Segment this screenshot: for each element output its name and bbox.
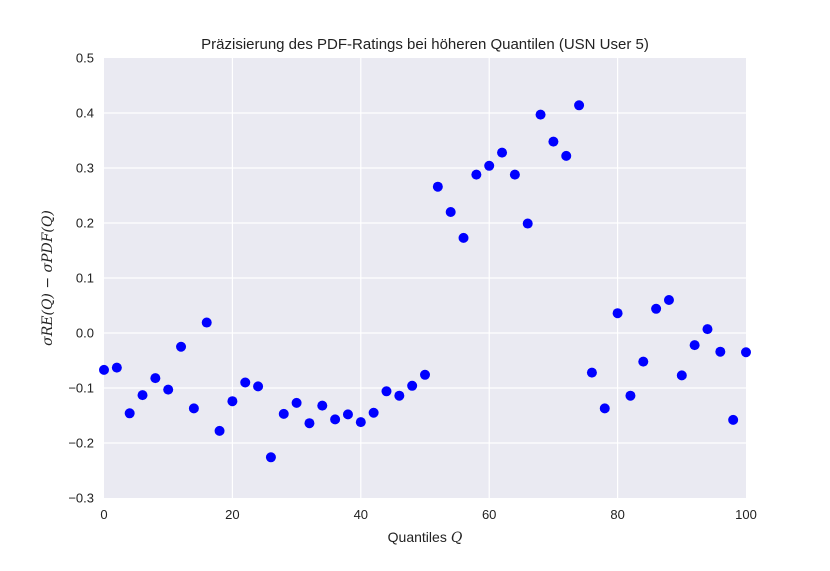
data-point — [663, 295, 674, 305]
y-axis-ticks: −0.3 −0.2 −0.1 0.0 0.1 0.2 0.3 0.4 0.5 — [68, 51, 94, 506]
y-tick-label: 0.4 — [76, 106, 94, 121]
data-point — [317, 400, 328, 411]
y-tick-label: 0.5 — [76, 51, 94, 66]
data-point — [625, 390, 636, 401]
data-point — [651, 303, 662, 314]
data-point — [214, 425, 225, 436]
data-point — [304, 418, 315, 429]
data-point — [176, 341, 187, 352]
x-tick-label: 60 — [482, 507, 496, 522]
data-point — [330, 414, 341, 425]
data-point — [715, 346, 726, 357]
data-point — [638, 356, 649, 367]
data-point — [368, 407, 379, 418]
x-axis-label-text: Quantiles — [388, 529, 447, 545]
y-tick-label: 0.3 — [76, 161, 94, 176]
data-point — [574, 100, 585, 111]
x-tick-label: 0 — [100, 507, 107, 522]
y-tick-label: 0.2 — [76, 216, 94, 231]
data-point — [548, 136, 559, 147]
data-point — [265, 452, 276, 463]
y-tick-label: −0.2 — [68, 436, 94, 451]
data-point — [111, 362, 122, 373]
data-point — [561, 150, 572, 161]
y-tick-label: −0.3 — [68, 491, 94, 506]
x-tick-label: 40 — [354, 507, 368, 522]
data-point — [689, 340, 700, 351]
x-tick-label: 80 — [610, 507, 624, 522]
x-tick-label: 100 — [735, 507, 757, 522]
x-axis-label: Quantiles Q — [388, 529, 463, 546]
data-point — [522, 218, 533, 229]
data-point — [676, 370, 687, 381]
data-point — [188, 403, 199, 414]
data-point — [702, 324, 713, 335]
data-point — [445, 207, 456, 217]
data-point — [741, 347, 751, 358]
y-tick-label: −0.1 — [68, 381, 94, 396]
grid-lines — [104, 58, 746, 498]
data-point — [509, 169, 520, 180]
data-point — [394, 390, 405, 401]
x-tick-label: 20 — [225, 507, 239, 522]
data-point — [201, 317, 212, 328]
data-point — [458, 232, 469, 243]
data-points — [99, 100, 751, 463]
data-point — [342, 409, 353, 420]
y-tick-label: 0.0 — [76, 326, 94, 341]
data-point — [612, 308, 623, 319]
data-point — [728, 414, 739, 425]
data-point — [291, 397, 302, 408]
data-point — [381, 386, 392, 397]
data-point — [240, 377, 251, 388]
data-point — [227, 396, 238, 407]
y-tick-label: 0.1 — [76, 271, 94, 286]
y-axis-label: σRE(Q) − σPDF(Q) — [40, 210, 56, 346]
data-point — [253, 381, 264, 392]
chart-title: Präzisierung des PDF-Ratings bei höheren… — [201, 36, 649, 53]
data-point — [99, 364, 109, 375]
x-axis-label-symbol: Q — [451, 530, 463, 546]
data-point — [535, 109, 546, 120]
data-point — [278, 408, 289, 419]
data-point — [471, 169, 482, 180]
data-point — [163, 384, 174, 395]
data-point — [124, 408, 135, 419]
data-point — [420, 369, 430, 380]
data-point — [137, 390, 148, 401]
data-point — [150, 373, 161, 384]
data-point — [599, 403, 610, 414]
data-point — [484, 160, 495, 171]
data-point — [355, 417, 366, 428]
data-point — [497, 147, 508, 158]
data-point — [407, 380, 418, 391]
data-point — [586, 367, 597, 378]
x-axis-ticks: 0 20 40 60 80 100 — [100, 507, 756, 522]
data-point — [432, 181, 443, 192]
